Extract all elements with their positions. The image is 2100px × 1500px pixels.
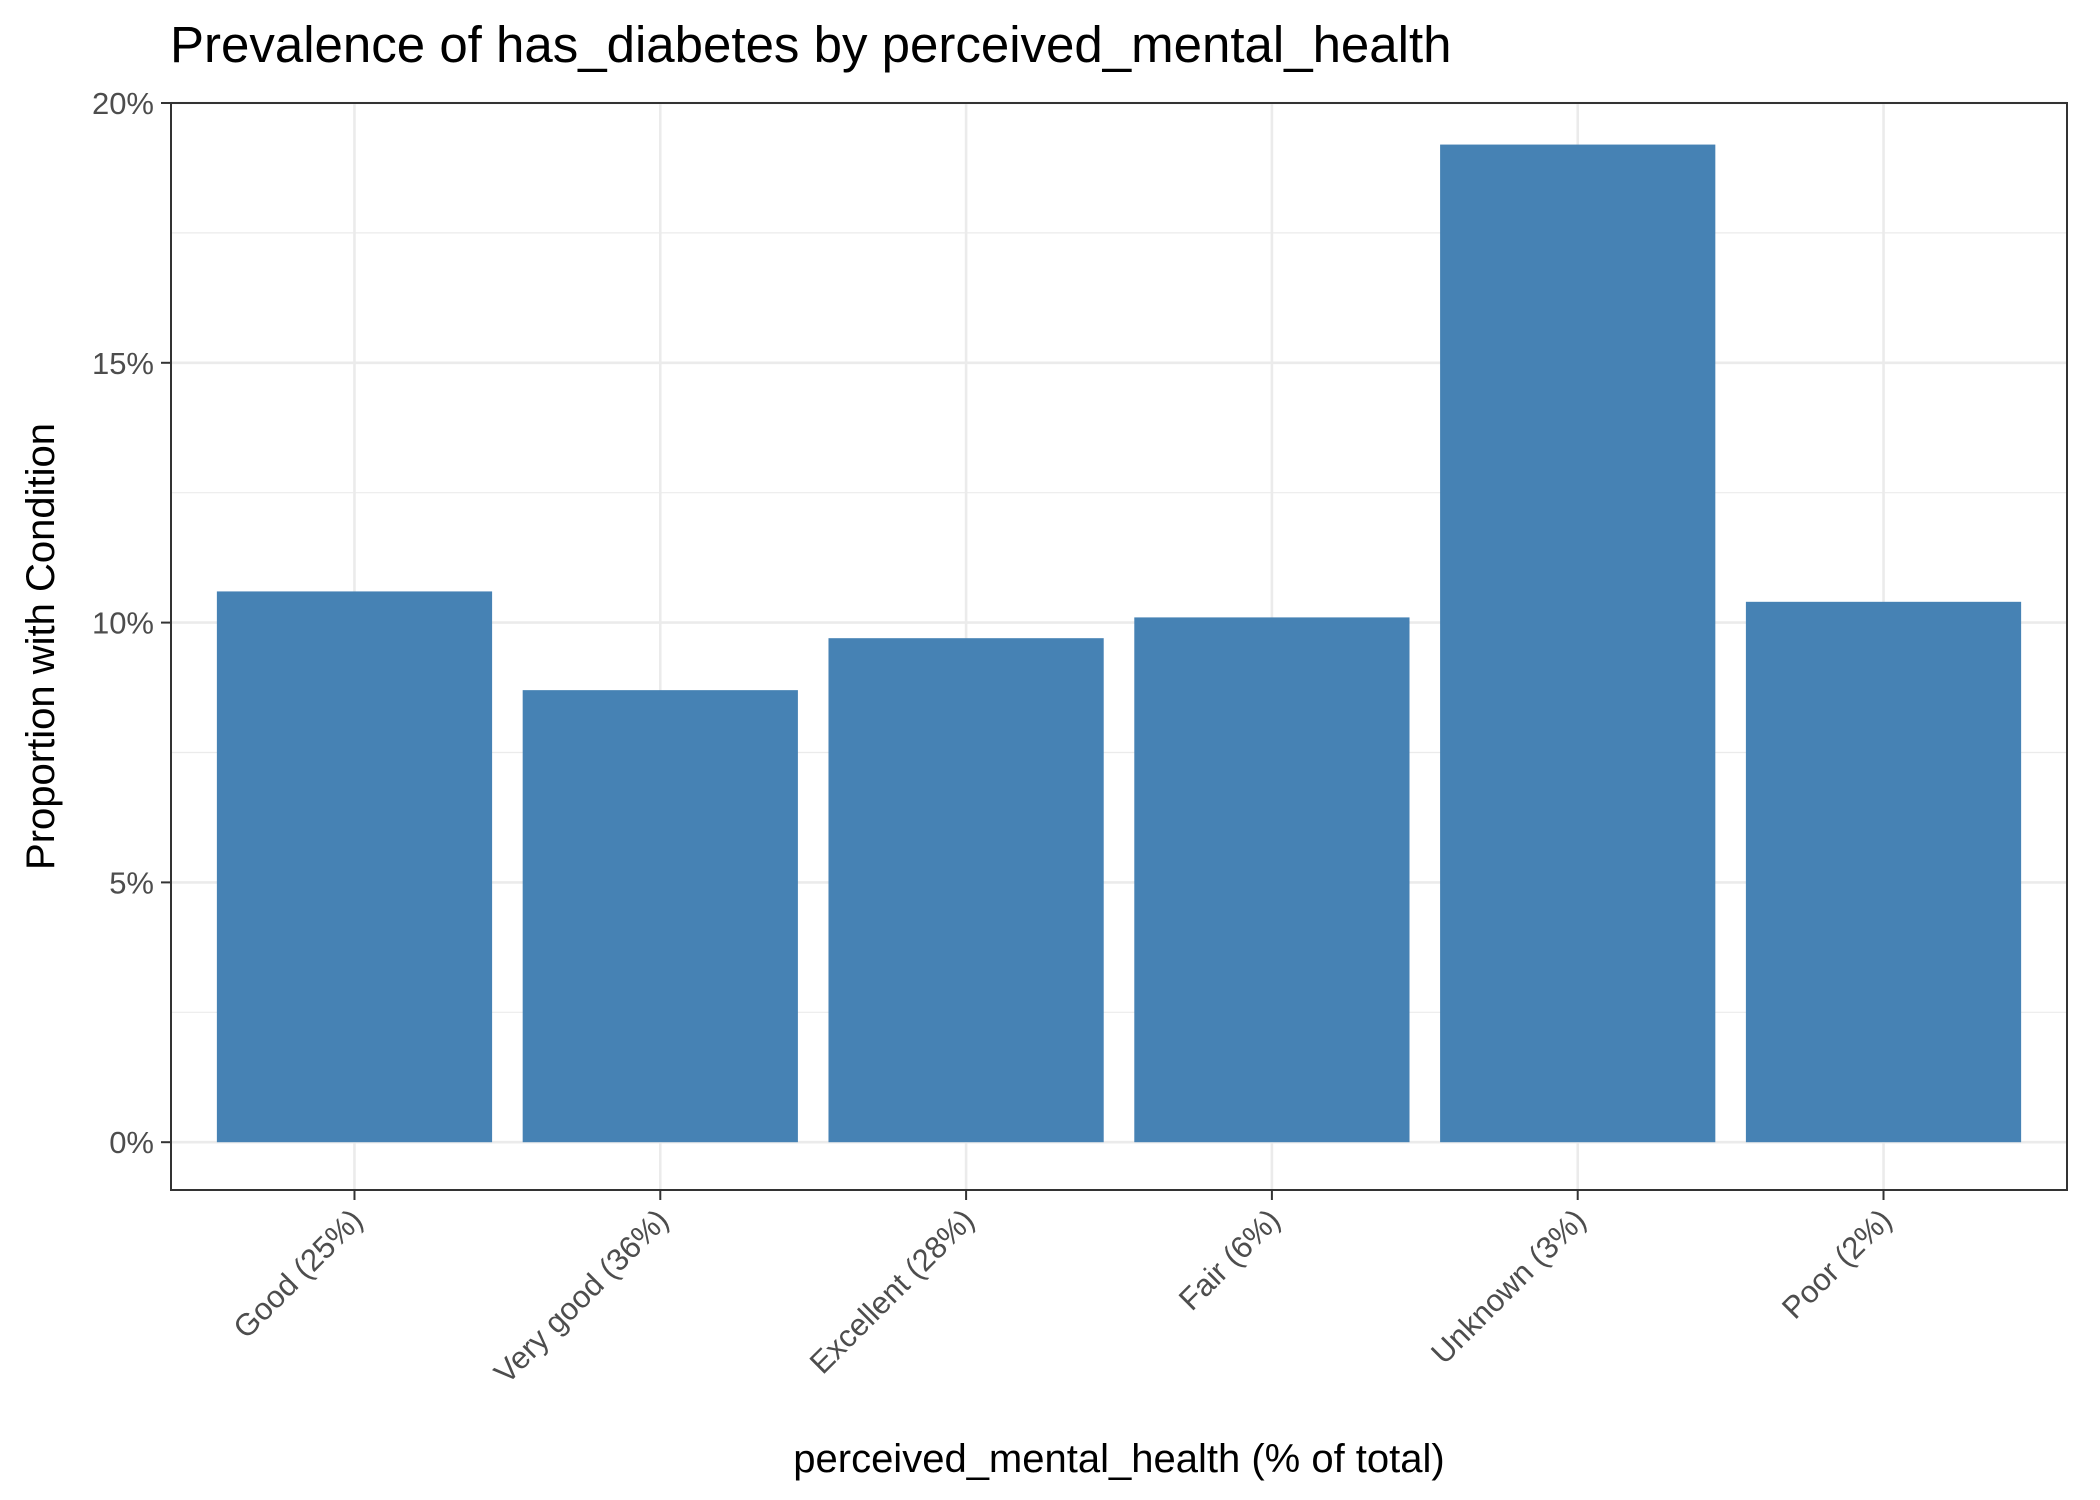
panel-border [170, 102, 2068, 1191]
y-tick-label: 10% [92, 606, 154, 641]
y-axis: 0% 5% 10% 15% 20% [92, 86, 171, 1160]
y-tick-label: 5% [109, 865, 154, 900]
bar [1134, 617, 1410, 1143]
bar [1440, 144, 1716, 1143]
x-axis-title: perceived_mental_health (% of total) [793, 1437, 1444, 1481]
bar [522, 690, 798, 1143]
bar [828, 638, 1104, 1143]
plot-panel [170, 101, 2068, 1191]
bars [216, 144, 2022, 1143]
y-tick-label: 20% [92, 86, 154, 121]
chart-title: Prevalence of has_diabetes by perceived_… [170, 16, 1452, 73]
bar [1745, 601, 2022, 1143]
y-tick-label: 0% [109, 1125, 154, 1160]
y-axis-title: Proportion with Condition [19, 423, 63, 870]
bar [216, 591, 493, 1143]
y-tick-label: 15% [92, 346, 154, 381]
